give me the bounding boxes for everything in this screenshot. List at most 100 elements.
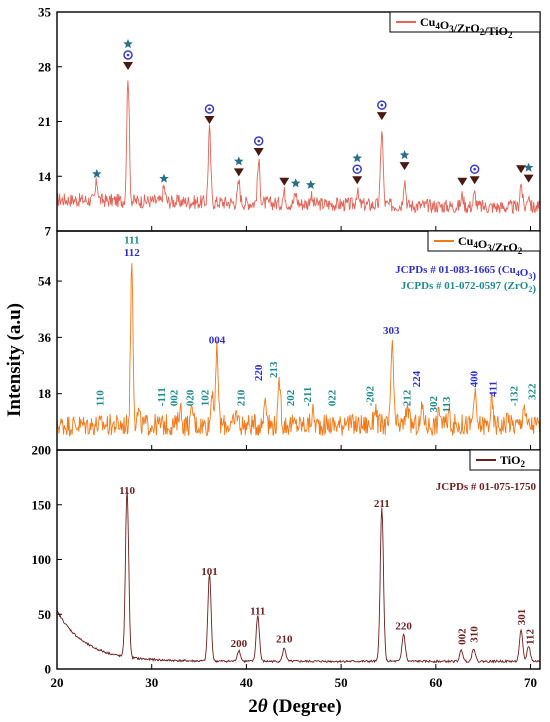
star-marker xyxy=(352,153,362,163)
series-line-middle xyxy=(56,263,541,437)
peak-label: 322 xyxy=(526,383,538,400)
triangle-marker xyxy=(123,62,134,71)
peak-label: -202 xyxy=(365,386,377,407)
peak-label: 022 xyxy=(327,389,339,406)
star-marker xyxy=(523,162,534,172)
circle-marker xyxy=(253,136,264,146)
x-tick-label: 70 xyxy=(524,675,537,690)
y-axis-title: Intensity (a.u) xyxy=(4,303,25,417)
peak-label: 110 xyxy=(95,390,107,406)
peak-label: 301 xyxy=(516,609,528,626)
circle-marker-dot xyxy=(473,167,476,171)
y-tick-label: 35 xyxy=(38,5,52,20)
circle-marker xyxy=(204,104,215,114)
peak-label: 302 xyxy=(428,395,440,412)
peak-label: 310 xyxy=(469,626,481,643)
triangle-marker xyxy=(399,162,410,171)
y-tick-label: 18 xyxy=(38,386,52,401)
peak-label: 210 xyxy=(236,389,248,406)
triangle-marker xyxy=(469,176,480,185)
circle-marker-dot xyxy=(257,139,261,143)
triangle-marker xyxy=(523,174,534,183)
y-tick-label: 200 xyxy=(32,443,52,458)
peak-label: 202 xyxy=(285,389,297,406)
circle-marker-dot xyxy=(380,103,384,107)
y-tick-label: 14 xyxy=(38,169,52,184)
y-tick-label: 36 xyxy=(38,330,52,345)
series-line-top xyxy=(56,80,540,215)
y-tick-label: 150 xyxy=(32,497,52,512)
triangle-marker xyxy=(516,165,527,174)
peak-label: 213 xyxy=(268,361,280,378)
star-marker xyxy=(123,39,133,49)
legend-top xyxy=(389,11,541,33)
panel-bottom: 0 50 100 150 200 TiO2 JCPDs # 01-075-1750 110 10… xyxy=(32,443,541,677)
peak-label: 112 xyxy=(124,247,140,259)
peak-label: 411 xyxy=(488,381,500,397)
star-marker xyxy=(306,179,316,189)
triangle-marker xyxy=(233,168,244,177)
peak-label: 002 xyxy=(168,389,180,406)
star-marker xyxy=(159,173,169,183)
legend-label-top: Cu4O3/ZrO2/TiO2 xyxy=(420,15,513,40)
circle-marker xyxy=(352,164,362,174)
circle-marker-dot xyxy=(208,107,211,111)
legend-label-middle: Cu4O3/ZrO2 xyxy=(458,234,523,256)
peak-label: 113 xyxy=(441,396,453,412)
y-tick-label: 7 xyxy=(45,224,52,239)
peak-label: -132 xyxy=(508,386,520,407)
y-tick-label: 100 xyxy=(32,552,52,567)
star-marker xyxy=(399,150,410,160)
panel-top: 7 14 21 28 35 Cu4O3/ZrO2/TiO2 xyxy=(38,5,541,239)
circle-marker-dot xyxy=(355,167,359,171)
jcpds-reference: JCPDs # 01-075-1750 xyxy=(436,481,537,493)
peak-label: -211 xyxy=(302,387,314,407)
peak-label: 020 xyxy=(185,389,197,406)
legend-bottom xyxy=(469,449,541,471)
peak-label: 002 xyxy=(456,628,468,645)
y-tick-label: 50 xyxy=(38,607,51,622)
star-marker xyxy=(92,168,102,178)
jcpds-reference: JCPDs # 01-083-1665 (Cu4O3) xyxy=(395,264,536,282)
peak-label: 004 xyxy=(209,335,226,347)
y-tick-label: 28 xyxy=(38,59,52,74)
y-tick-label: 0 xyxy=(45,662,52,677)
y-tick-label: 21 xyxy=(38,114,51,129)
peak-label: 110 xyxy=(119,485,135,497)
jcpds-reference: JCPDs # 01-072-0597 (ZrO2) xyxy=(401,280,536,295)
series-line-bottom xyxy=(56,491,540,664)
peak-label: 220 xyxy=(253,364,265,381)
circle-marker xyxy=(123,50,133,60)
peak-label: 211 xyxy=(374,498,390,510)
peak-label: 111 xyxy=(124,235,139,247)
peak-label: 303 xyxy=(383,325,400,337)
peak-label: 112 xyxy=(525,629,537,645)
triangle-marker xyxy=(457,177,468,186)
peak-label: 101 xyxy=(201,566,218,578)
triangle-marker xyxy=(204,115,215,124)
circle-marker xyxy=(377,100,387,110)
peak-label: 212 xyxy=(401,389,413,406)
triangle-marker xyxy=(279,177,290,186)
legend-middle xyxy=(427,230,541,252)
triangle-marker xyxy=(352,176,363,185)
peak-label: 200 xyxy=(231,638,248,650)
legend-label-bottom: TiO2 xyxy=(500,453,525,469)
peak-label: 102 xyxy=(200,389,212,406)
panel-middle: 18 36 54 Cu4O3/ZrO2 JCPDs # 01-083-1665 (Cu4… xyxy=(38,230,541,451)
x-tick-label: 30 xyxy=(145,675,158,690)
x-tick-label: 40 xyxy=(240,675,253,690)
x-axis-title: 2θ (Degree) xyxy=(248,696,341,717)
star-marker xyxy=(290,178,301,188)
x-tick-label: 20 xyxy=(51,675,64,690)
peak-label: -111 xyxy=(156,387,168,406)
peak-label: 220 xyxy=(395,621,412,633)
x-axis: 20 30 40 50 60 70 xyxy=(51,226,537,690)
x-tick-label: 60 xyxy=(429,675,442,690)
circle-marker xyxy=(469,164,480,174)
peak-label: 210 xyxy=(276,634,293,646)
peak-label: 224 xyxy=(411,370,423,387)
circle-marker-dot xyxy=(126,53,130,57)
y-tick-label: 54 xyxy=(38,274,52,289)
